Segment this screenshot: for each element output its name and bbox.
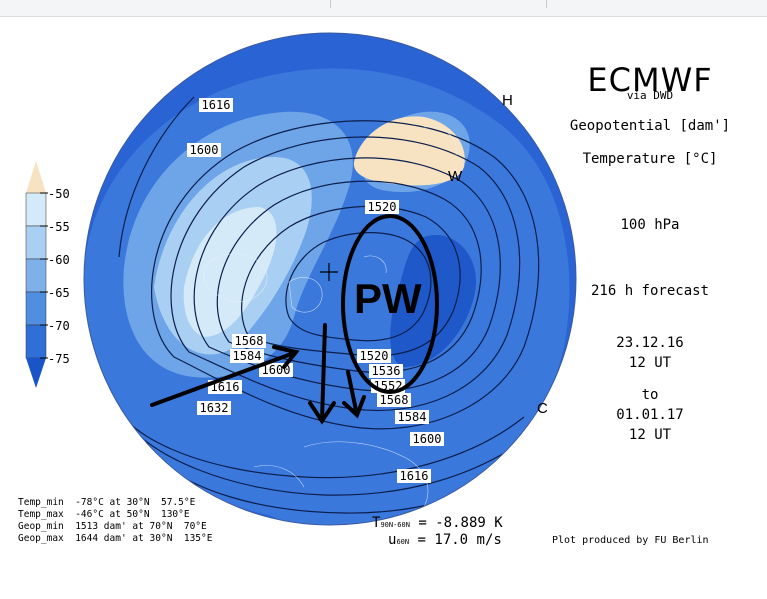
stat-geop-min: Geop_min 1513 dam' at 70°N 70°E — [18, 521, 207, 532]
colorbar-label: -50 — [48, 187, 70, 201]
model-title: ECMWF — [587, 61, 713, 99]
contour-label-box — [395, 410, 429, 424]
date-range-separator: to — [641, 387, 659, 403]
colorbar-label: -65 — [48, 286, 70, 300]
warm-marker: W — [448, 168, 463, 185]
contour-line — [285, 232, 432, 342]
init-time: 12 UT — [628, 355, 672, 371]
arrow-head — [342, 395, 366, 419]
contour-line — [118, 411, 530, 496]
contour-label-box — [365, 200, 399, 214]
contour-label-box — [232, 334, 266, 348]
colorbar-label: -60 — [48, 253, 70, 267]
diag-wind: u60N = 17.0 m/s — [388, 532, 502, 548]
diag-t-symbol: T — [372, 515, 381, 531]
polar-vortex-label: PW — [354, 275, 422, 322]
temperature-band-south — [241, 413, 445, 525]
stat-temp-max: Temp_max -46°C at 50°N 130°E — [18, 509, 190, 520]
colorbar-top-triangle — [26, 161, 46, 193]
arrow-head — [272, 345, 300, 369]
north-pole-marker — [320, 263, 338, 281]
forecast-map-panel: 1616 1600 1520 1568 1584 1600 1616 1632 1520 1536… — [4, 17, 767, 599]
variable-temperature: Temperature [°C] — [582, 151, 718, 167]
polar-stereographic-map: 1616160015201568158416001616163215201536… — [83, 32, 577, 526]
diag-u-subscript: 60N — [396, 538, 410, 546]
pressure-level: 100 hPa — [620, 217, 680, 233]
colorbar-segment — [25, 225, 47, 260]
colorbar-segment — [25, 324, 47, 359]
tab-separator — [546, 0, 547, 8]
arrow-head — [308, 401, 336, 425]
contour-label-box — [357, 349, 391, 363]
contour-label: 1520 — [368, 200, 397, 214]
stat-temp-min: Temp_min -78°C at 30°N 57.5°E — [18, 497, 196, 508]
high-marker: H — [502, 92, 513, 109]
colorbar-label: -55 — [48, 220, 70, 234]
diag-temperature: T90N-60N = -8.889 K — [372, 515, 503, 531]
contour-label-box — [410, 432, 444, 446]
warm-temperature-patch — [353, 116, 465, 186]
data-source: via DWD — [626, 89, 674, 102]
browser-top-strip — [0, 0, 767, 17]
contour-label: 1616 — [400, 469, 429, 483]
contour-label-box — [377, 393, 411, 407]
arrow-westerly-flow — [150, 351, 296, 407]
valid-time: 12 UT — [628, 427, 672, 443]
contour-line — [118, 96, 195, 258]
colorbar-bottom-triangle — [26, 358, 46, 388]
contour-label: 1632 — [200, 401, 229, 415]
contour-line — [170, 136, 521, 412]
contour-label: 1584 — [233, 349, 262, 363]
variable-geopotential: Geopotential [dam'] — [569, 118, 731, 134]
contour-line — [151, 120, 540, 430]
temperature-band-lightest — [183, 207, 277, 337]
plot-credit: Plot produced by FU Berlin — [552, 535, 709, 546]
contour-label: 1600 — [413, 432, 442, 446]
contour-label-box — [197, 401, 231, 415]
diag-u-symbol: u — [388, 532, 397, 548]
valid-date: 01.01.17 — [616, 407, 684, 423]
contour-label-box — [369, 364, 403, 378]
contour-label: 1536 — [372, 364, 401, 378]
tab-separator — [330, 0, 331, 8]
contour-label: 1616 — [202, 98, 231, 112]
map-edge — [83, 32, 577, 526]
contour-label-box — [187, 143, 221, 157]
colorbar-segment — [25, 291, 47, 326]
forecast-lead: 216 h forecast — [590, 283, 709, 299]
diag-t-value: = -8.889 K — [418, 515, 503, 531]
init-date: 23.12.16 — [616, 335, 684, 351]
contour-labels: 1616160015201568158416001616163215201536… — [187, 98, 444, 483]
contour-label-box — [230, 349, 264, 363]
contour-line — [193, 157, 501, 392]
colorbar-segment — [25, 192, 47, 227]
diag-u-value: = 17.0 m/s — [417, 532, 502, 548]
polar-vortex-annotation-ellipse — [341, 214, 439, 394]
contour-line — [216, 180, 482, 373]
contour-label: 1520 — [360, 349, 389, 363]
cold-core — [390, 235, 476, 367]
contour-label-box — [199, 98, 233, 112]
colorbar-label: -75 — [48, 352, 70, 366]
temperature-colorbar — [25, 161, 48, 388]
cold-marker: C — [537, 400, 548, 417]
contour-label: 1616 — [211, 380, 240, 394]
contour-line — [108, 386, 525, 479]
arrow-southward-2 — [346, 370, 359, 417]
annotation-arrows — [150, 323, 366, 425]
diag-t-subscript: 90N-60N — [380, 521, 410, 529]
arrow-southward — [320, 323, 327, 423]
contour-label: 1568 — [380, 393, 409, 407]
colorbar-label: -70 — [48, 319, 70, 333]
stat-geop-max: Geop_max 1644 dam' at 30°N 135°E — [18, 533, 213, 544]
contour-label: 1600 — [190, 143, 219, 157]
contour-label: 1584 — [398, 410, 427, 424]
contour-label: 1568 — [235, 334, 264, 348]
colorbar-segment — [25, 258, 47, 293]
contour-label-box — [397, 469, 431, 483]
map-disc — [84, 33, 576, 525]
